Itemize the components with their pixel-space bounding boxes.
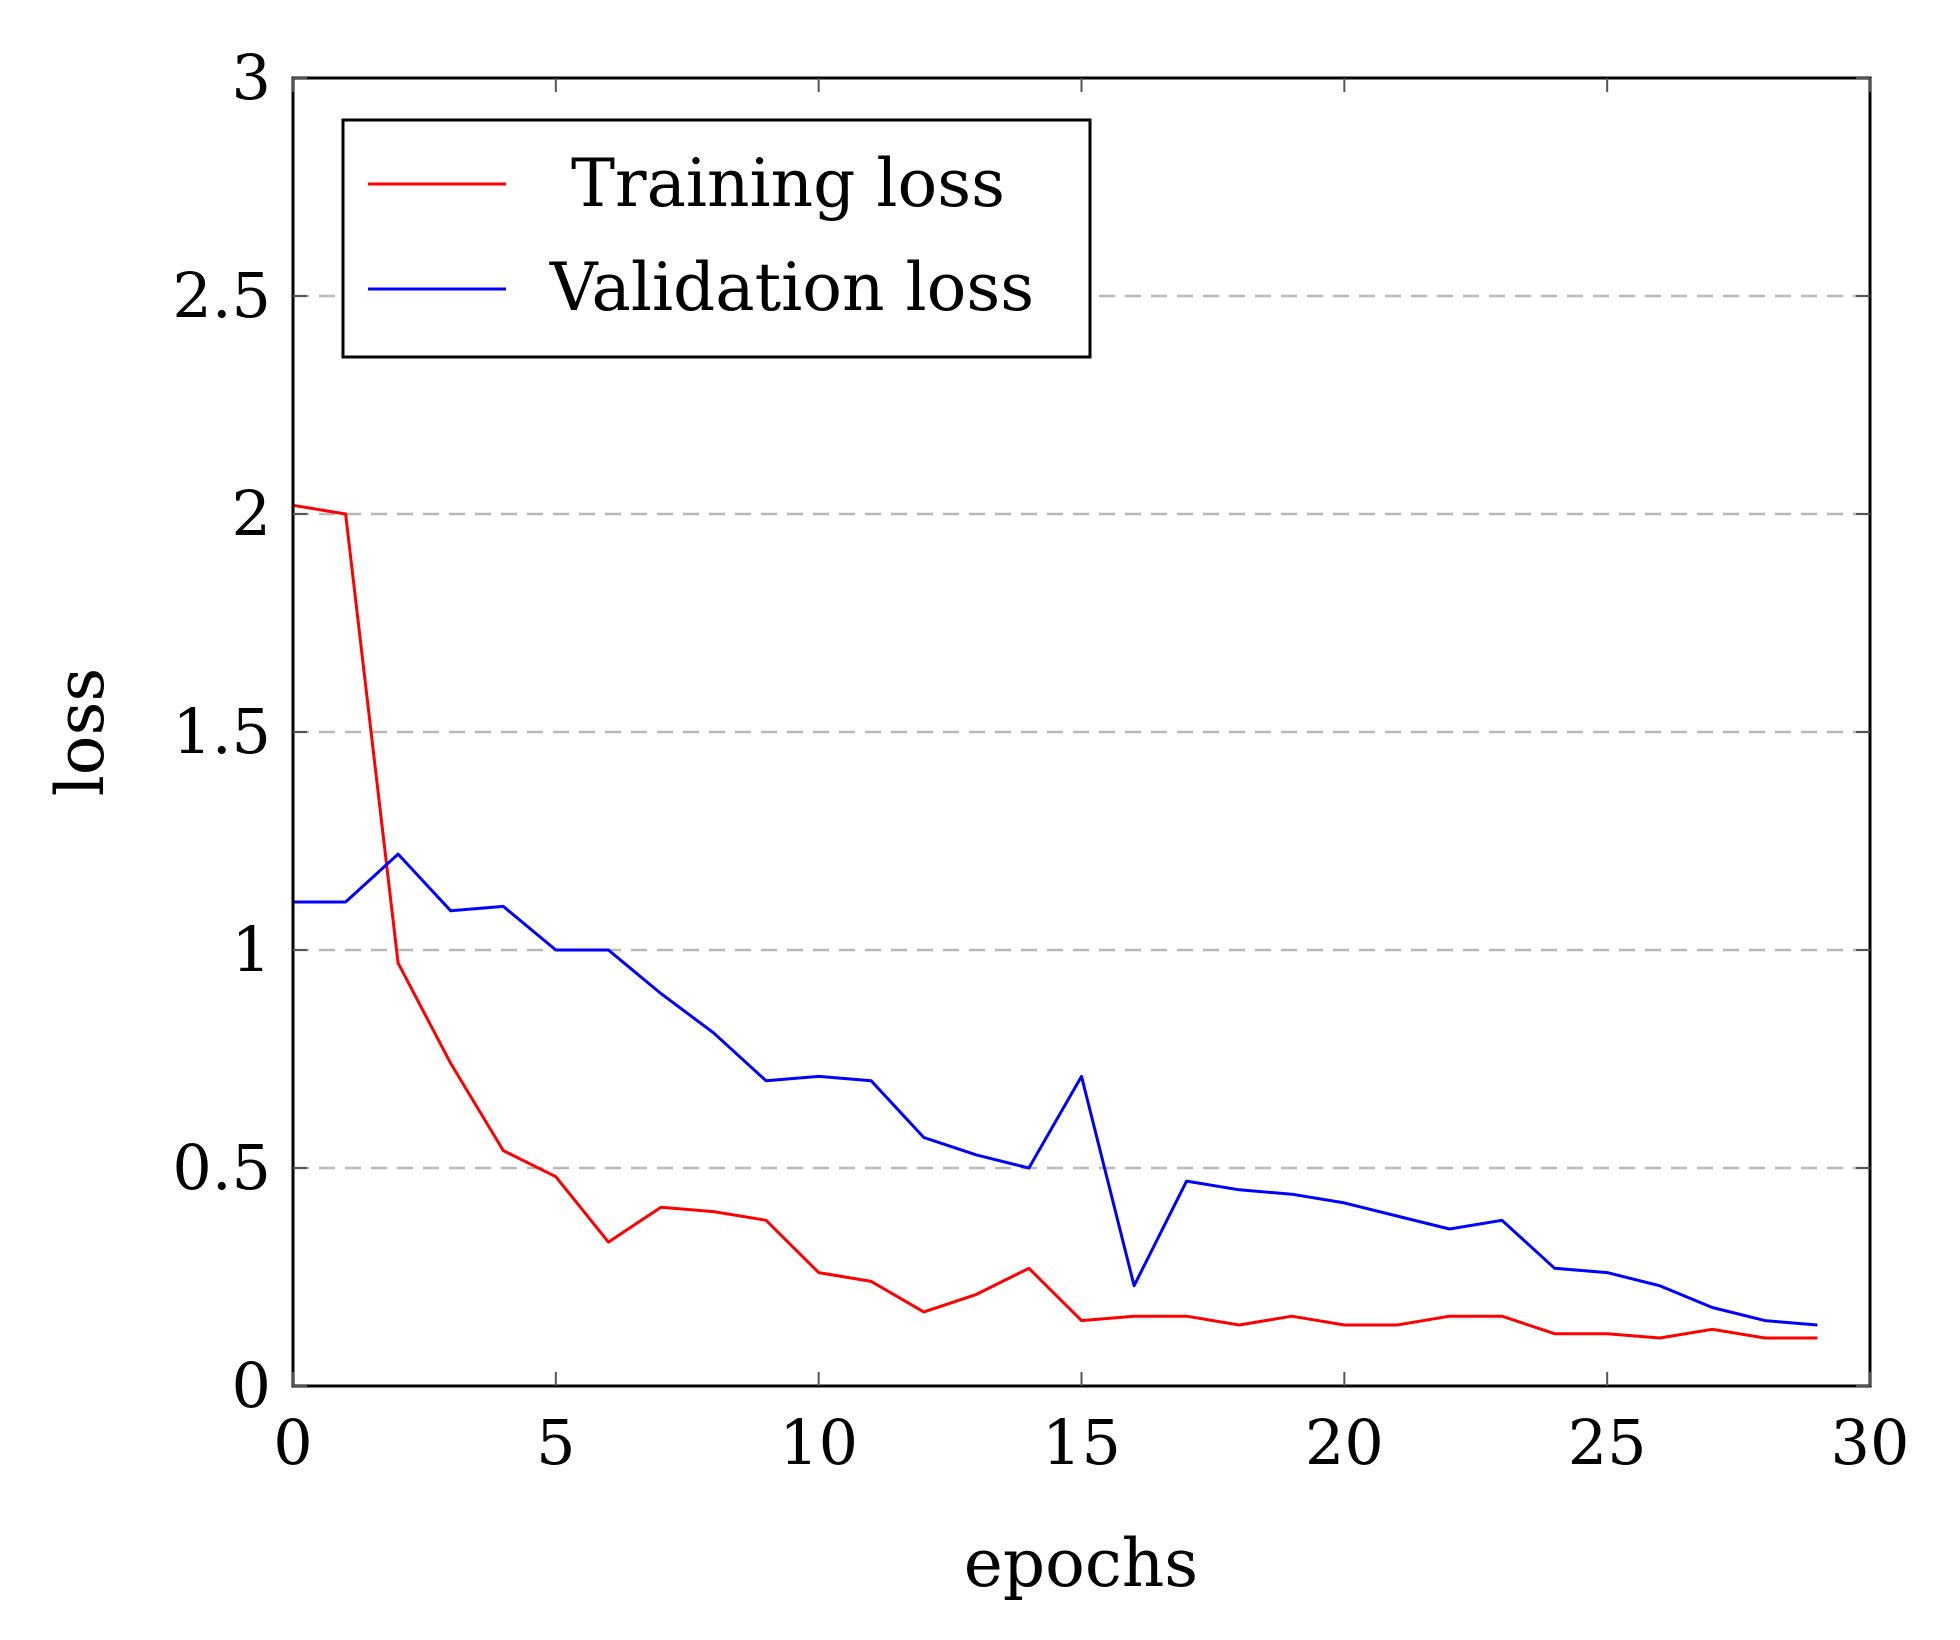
x-tick-label: 20 [1305, 1406, 1384, 1479]
series-line-validation-loss [293, 852, 1818, 1327]
x-tick-label: 30 [1831, 1406, 1910, 1479]
y-tick-label: 1 [232, 913, 271, 986]
series-line-training-loss [292, 503, 1818, 1340]
y-tick-label: 3 [232, 41, 271, 114]
y-tick-label: 0.5 [172, 1131, 271, 1204]
series-layer [292, 503, 1818, 1340]
grid-lines [293, 294, 1870, 1170]
y-axis-label: loss [42, 668, 119, 797]
legend-box [341, 118, 1092, 359]
y-tick-label: 0 [232, 1349, 271, 1422]
x-axis-label: epochs [964, 1525, 1198, 1602]
y-tick-label: 2.5 [172, 259, 271, 332]
x-tick-labels: 0 5 10 15 20 25 30 [273, 1406, 1909, 1479]
y-tick-label: 1.5 [172, 695, 271, 768]
legend: Training loss Validation loss [341, 118, 1092, 359]
legend-label-training: Training loss [571, 145, 1005, 222]
y-tick-label: 2 [232, 477, 271, 550]
y-tick-labels: 0 0.5 1 1.5 2 2.5 3 [172, 41, 271, 1422]
tick-marks [292, 77, 1871, 1387]
x-tick-label: 10 [779, 1406, 858, 1479]
x-tick-label: 5 [536, 1406, 575, 1479]
x-tick-label: 25 [1568, 1406, 1647, 1479]
legend-label-validation: Validation loss [549, 249, 1034, 326]
x-tick-label: 15 [1042, 1406, 1121, 1479]
x-tick-label: 0 [273, 1406, 312, 1479]
